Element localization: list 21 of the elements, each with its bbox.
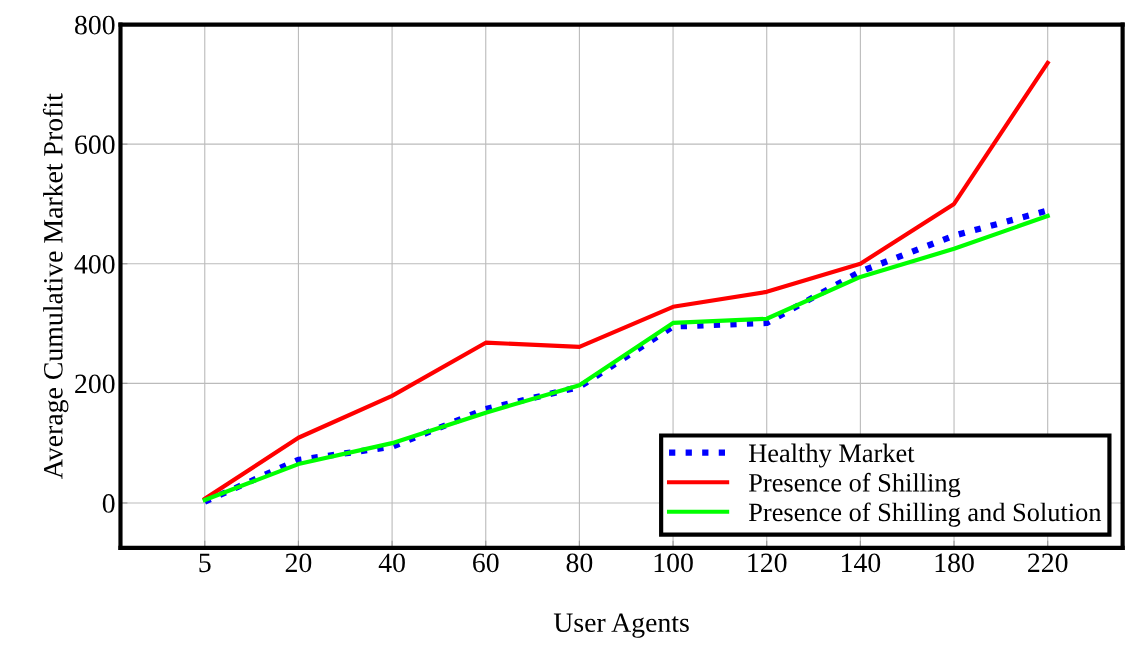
line-series [202, 60, 1050, 501]
x-tick-label: 140 [841, 553, 881, 573]
x-tick-label: 5 [199, 553, 211, 573]
x-tick-label: 120 [748, 553, 787, 573]
x-tick-label: 80 [566, 553, 593, 573]
y-axis-title: Average Cumulative Market Profit [42, 93, 69, 479]
y-tick-label: 800 [75, 15, 115, 35]
x-tick-label: 20 [285, 553, 312, 573]
x-axis-title: User Agents [553, 613, 689, 638]
x-tick-label: 180 [935, 553, 974, 573]
y-tick-label: 400 [74, 254, 115, 274]
x-tick-label: 100 [654, 553, 693, 573]
y-tick-label: 0 [102, 494, 115, 513]
legend-label: Presence of Shilling [748, 472, 961, 498]
x-tick-label: 60 [473, 553, 499, 573]
legend-label: Presence of Shilling and Solution [748, 502, 1102, 527]
y-tick-label: 200 [75, 374, 115, 394]
x-tick-label: 220 [1028, 553, 1068, 573]
x-tick-label: 40 [378, 553, 405, 573]
y-tick-label: 600 [75, 135, 115, 155]
legend-label: Healthy Market [748, 443, 915, 468]
